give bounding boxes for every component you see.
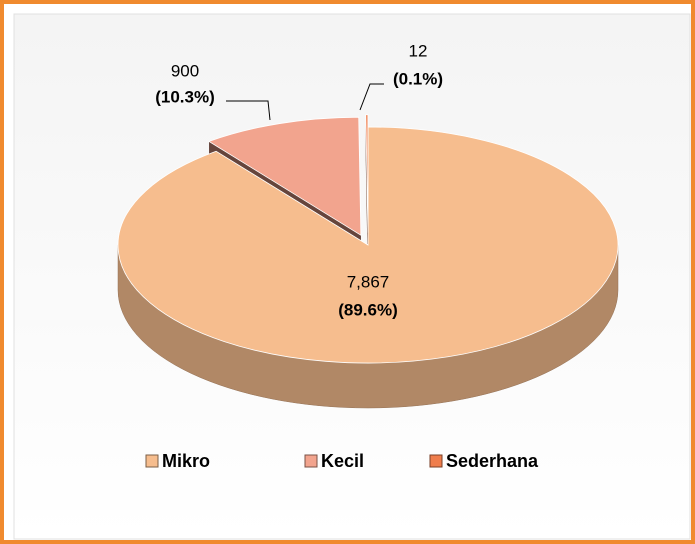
legend-swatch: [304, 454, 318, 468]
slice: [365, 114, 369, 233]
leader-line: [359, 83, 384, 111]
value-label: 7,867: [347, 272, 390, 291]
slice: [117, 126, 619, 364]
value-label: 900: [171, 61, 199, 80]
slice: [208, 116, 362, 236]
percent-label: (10.3%): [155, 87, 215, 106]
legend-swatch: [429, 454, 443, 468]
leader-line: [226, 100, 271, 121]
legend-label: Kecil: [321, 451, 364, 471]
legend-label: Mikro: [162, 451, 210, 471]
legend-label: Sederhana: [446, 451, 539, 471]
legend-swatch: [145, 454, 159, 468]
value-label: 12: [409, 41, 428, 60]
percent-label: (0.1%): [393, 69, 443, 88]
percent-label: (89.6%): [338, 300, 398, 319]
